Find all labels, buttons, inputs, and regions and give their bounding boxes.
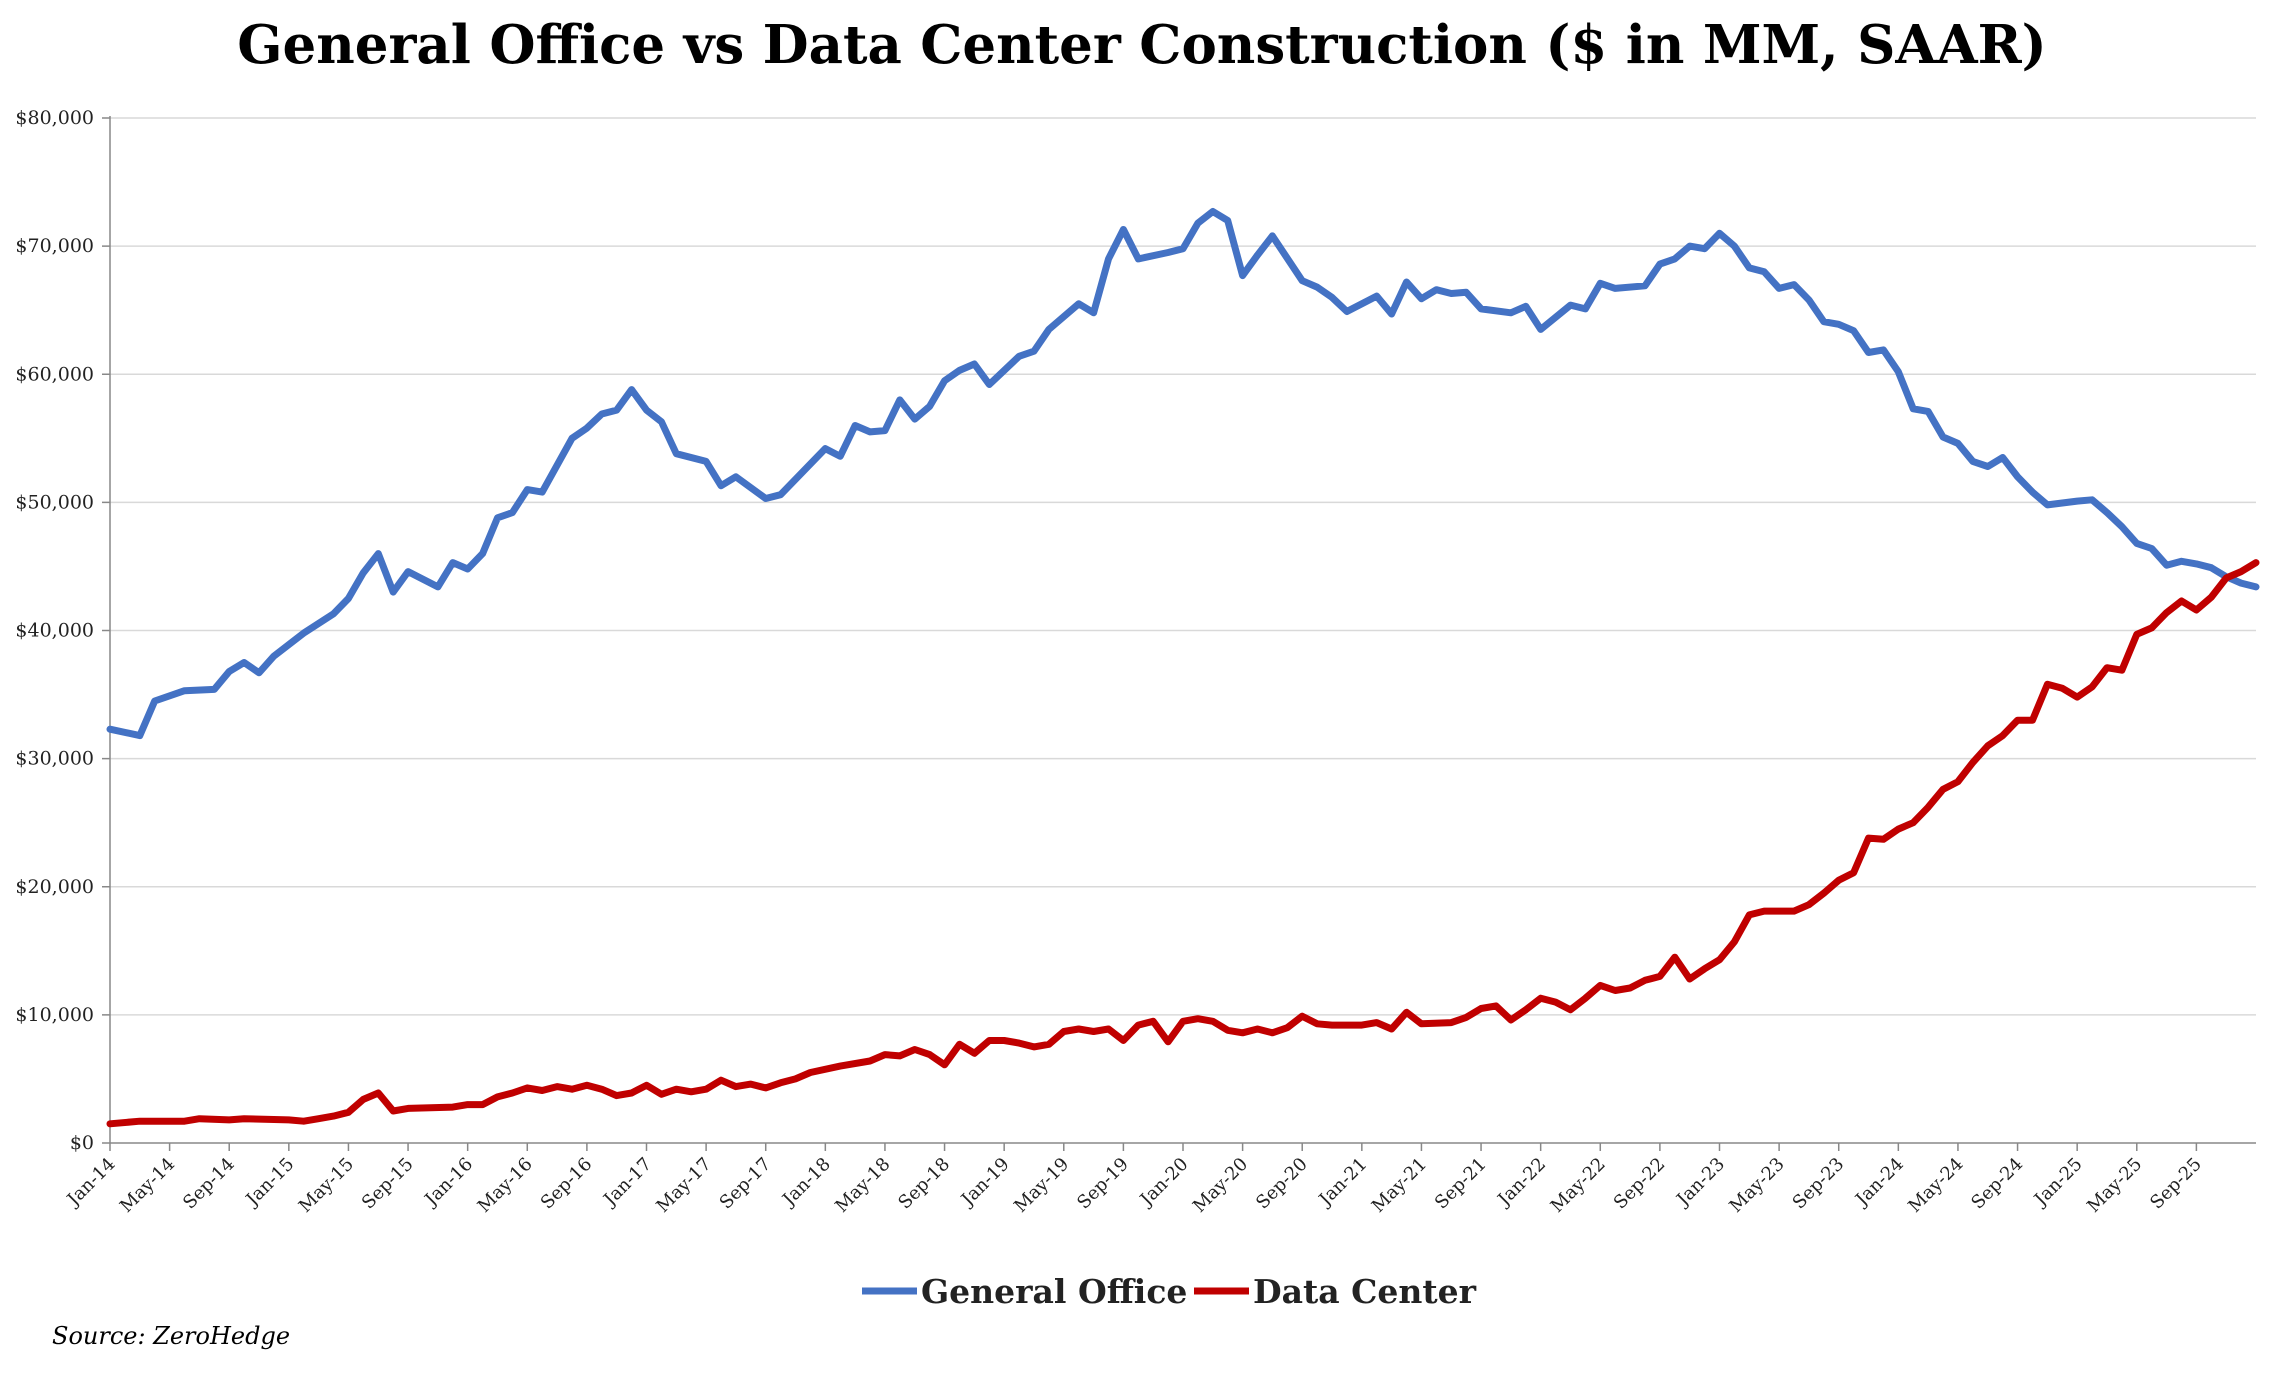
x-tick-label: Jan-14 bbox=[62, 1154, 120, 1212]
x-tick-label: Sep-22 bbox=[1610, 1154, 1670, 1214]
x-tick-label: Sep-18 bbox=[894, 1154, 954, 1214]
legend-label-general-office: General Office bbox=[921, 1272, 1187, 1311]
chart-title: General Office vs Data Center Constructi… bbox=[237, 14, 2047, 76]
x-tick-label: Jan-15 bbox=[241, 1154, 299, 1212]
source-note: Source: ZeroHedge bbox=[52, 1322, 291, 1350]
x-tick-label: Jan-19 bbox=[956, 1154, 1014, 1212]
y-axis-ticks: $0 $10,000 $20,000 $30,000 $40,000 $50,000 $60… bbox=[15, 107, 110, 1154]
x-tick-label: Sep-23 bbox=[1789, 1154, 1849, 1214]
legend-label-data-center: Data Center bbox=[1253, 1272, 1477, 1311]
y-tick-label: $80,000 bbox=[15, 107, 94, 129]
x-tick-label: Sep-21 bbox=[1431, 1154, 1491, 1214]
x-tick-label: Jan-16 bbox=[420, 1154, 478, 1212]
x-tick-label: May-18 bbox=[831, 1154, 894, 1217]
x-tick-label: Jan-17 bbox=[598, 1154, 656, 1212]
x-tick-label: May-20 bbox=[1189, 1154, 1252, 1217]
x-tick-label: May-17 bbox=[652, 1154, 715, 1217]
x-tick-label: May-24 bbox=[1904, 1154, 1967, 1217]
x-tick-label: Sep-14 bbox=[179, 1154, 239, 1214]
x-tick-label: Jan-22 bbox=[1493, 1154, 1551, 1212]
x-tick-label: May-15 bbox=[295, 1154, 358, 1217]
x-tick-label: May-16 bbox=[474, 1154, 537, 1217]
legend: General Office Data Center bbox=[862, 1272, 1477, 1311]
axes bbox=[109, 116, 2256, 1144]
x-tick-label: Jan-20 bbox=[1135, 1154, 1193, 1212]
x-tick-label: Sep-20 bbox=[1252, 1154, 1312, 1214]
x-tick-label: Sep-17 bbox=[716, 1154, 776, 1214]
x-tick-label: May-25 bbox=[2083, 1154, 2146, 1217]
x-tick-label: Jan-18 bbox=[777, 1154, 835, 1212]
x-tick-label: Sep-24 bbox=[1967, 1154, 2027, 1214]
x-tick-label: Sep-19 bbox=[1073, 1154, 1133, 1214]
x-tick-label: May-14 bbox=[116, 1154, 179, 1217]
x-tick-label: May-21 bbox=[1368, 1154, 1431, 1217]
y-tick-label: $70,000 bbox=[15, 235, 94, 257]
y-tick-label: $30,000 bbox=[15, 748, 94, 770]
x-tick-label: May-23 bbox=[1725, 1154, 1788, 1217]
x-tick-label: Sep-15 bbox=[358, 1154, 418, 1214]
x-tick-label: Jan-21 bbox=[1314, 1154, 1372, 1212]
y-tick-label: $40,000 bbox=[15, 620, 94, 642]
y-tick-label: $0 bbox=[70, 1132, 94, 1154]
series-line-data-center bbox=[106, 559, 2260, 1128]
grid-lines bbox=[110, 117, 2256, 1016]
y-tick-label: $60,000 bbox=[15, 363, 94, 385]
x-tick-label: Jan-24 bbox=[1850, 1154, 1908, 1212]
x-tick-label: Jan-25 bbox=[2029, 1154, 2087, 1212]
series-lines bbox=[106, 208, 2260, 1128]
x-tick-label: Sep-16 bbox=[537, 1154, 597, 1214]
x-tick-label: May-19 bbox=[1010, 1154, 1073, 1217]
y-tick-label: $50,000 bbox=[15, 491, 94, 513]
series-line-general-office bbox=[106, 208, 2260, 740]
y-tick-label: $10,000 bbox=[15, 1004, 94, 1026]
y-tick-label: $20,000 bbox=[15, 876, 94, 898]
x-tick-label: Jan-23 bbox=[1671, 1154, 1729, 1212]
x-tick-label: May-22 bbox=[1547, 1154, 1610, 1217]
x-tick-label: Sep-25 bbox=[2146, 1154, 2206, 1214]
